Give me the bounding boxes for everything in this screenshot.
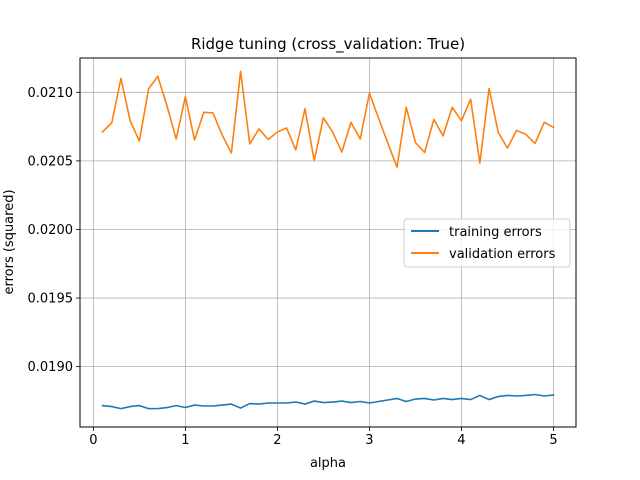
x-tick-label: 5	[549, 433, 557, 448]
series-layer	[101, 70, 555, 410]
legend: training errors validation errors	[403, 218, 571, 268]
x-tick-label: 2	[273, 433, 281, 448]
series-line-training	[101, 393, 555, 410]
plot-frame	[79, 57, 577, 428]
x-tick-label: 0	[89, 433, 97, 448]
grid	[80, 58, 576, 427]
x-tick-label: 4	[457, 433, 465, 448]
y-tick-label: 0.0210	[28, 86, 74, 101]
y-tick-label: 0.0195	[28, 292, 74, 307]
x-tick-label: 3	[365, 433, 373, 448]
legend-label-training: training errors	[449, 225, 542, 240]
legend-box	[403, 218, 571, 268]
y-axis-label: errors (squared)	[2, 189, 17, 294]
x-tick-label: 1	[181, 433, 189, 448]
y-tick-label: 0.0190	[28, 360, 74, 375]
chart-title: Ridge tuning (cross_validation: True)	[191, 35, 465, 54]
y-tick-label: 0.0200	[28, 223, 74, 238]
x-axis-label: alpha	[310, 456, 346, 471]
series-line-validation	[101, 70, 555, 168]
legend-label-validation: validation errors	[449, 247, 556, 262]
ticks: 0 1 2 3 4 5 0.0190 0.0195 0.0200 0.0205 0.0210	[28, 86, 558, 448]
y-tick-label: 0.0205	[28, 154, 74, 169]
